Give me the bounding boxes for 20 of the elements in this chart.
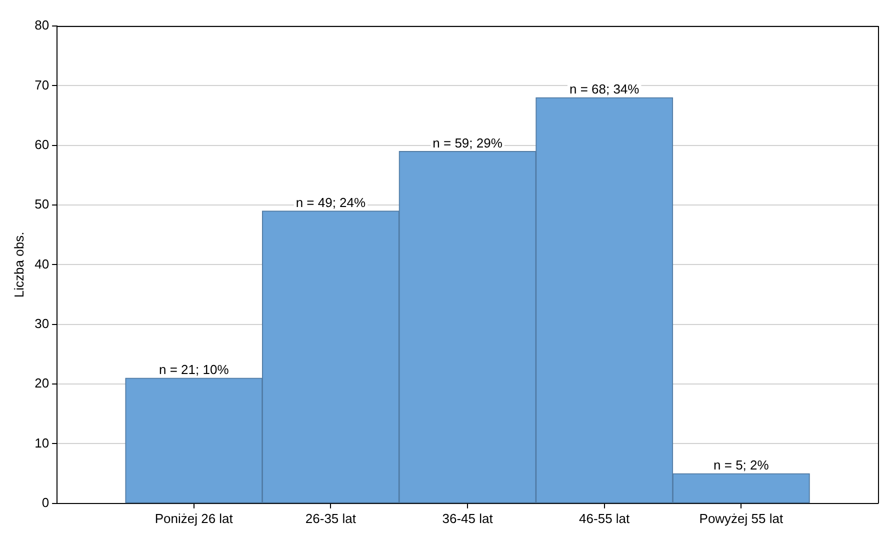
y-tick-label: 20 (34, 376, 50, 391)
y-tick-label: 30 (34, 316, 50, 331)
y-tick-label: 10 (34, 435, 50, 450)
data-label: n = 68; 34% (569, 82, 640, 97)
data-label: n = 49; 24% (296, 195, 366, 210)
y-tick-label: 80 (34, 18, 50, 33)
x-tick-label: 36-45 lat (442, 510, 494, 526)
y-tick-label: 70 (34, 77, 50, 92)
y-tick-label: 0 (42, 494, 50, 510)
data-label: n = 59; 29% (432, 135, 503, 150)
y-tick-label: 40 (34, 256, 50, 272)
x-tick-label: 46-55 lat (579, 510, 630, 526)
data-label: n = 21; 10% (159, 362, 230, 378)
x-tick-label: Poniżej 26 lat (154, 510, 234, 526)
x-tick-label: Powyżej 55 lat (699, 510, 784, 526)
y-axis-title: Liczba obs. (11, 232, 26, 298)
y-tick-label: 50 (34, 196, 50, 212)
x-tick-label: 26-35 lat (305, 510, 356, 526)
data-label: n = 5; 2% (714, 458, 770, 473)
y-tick-label: 60 (34, 136, 50, 152)
